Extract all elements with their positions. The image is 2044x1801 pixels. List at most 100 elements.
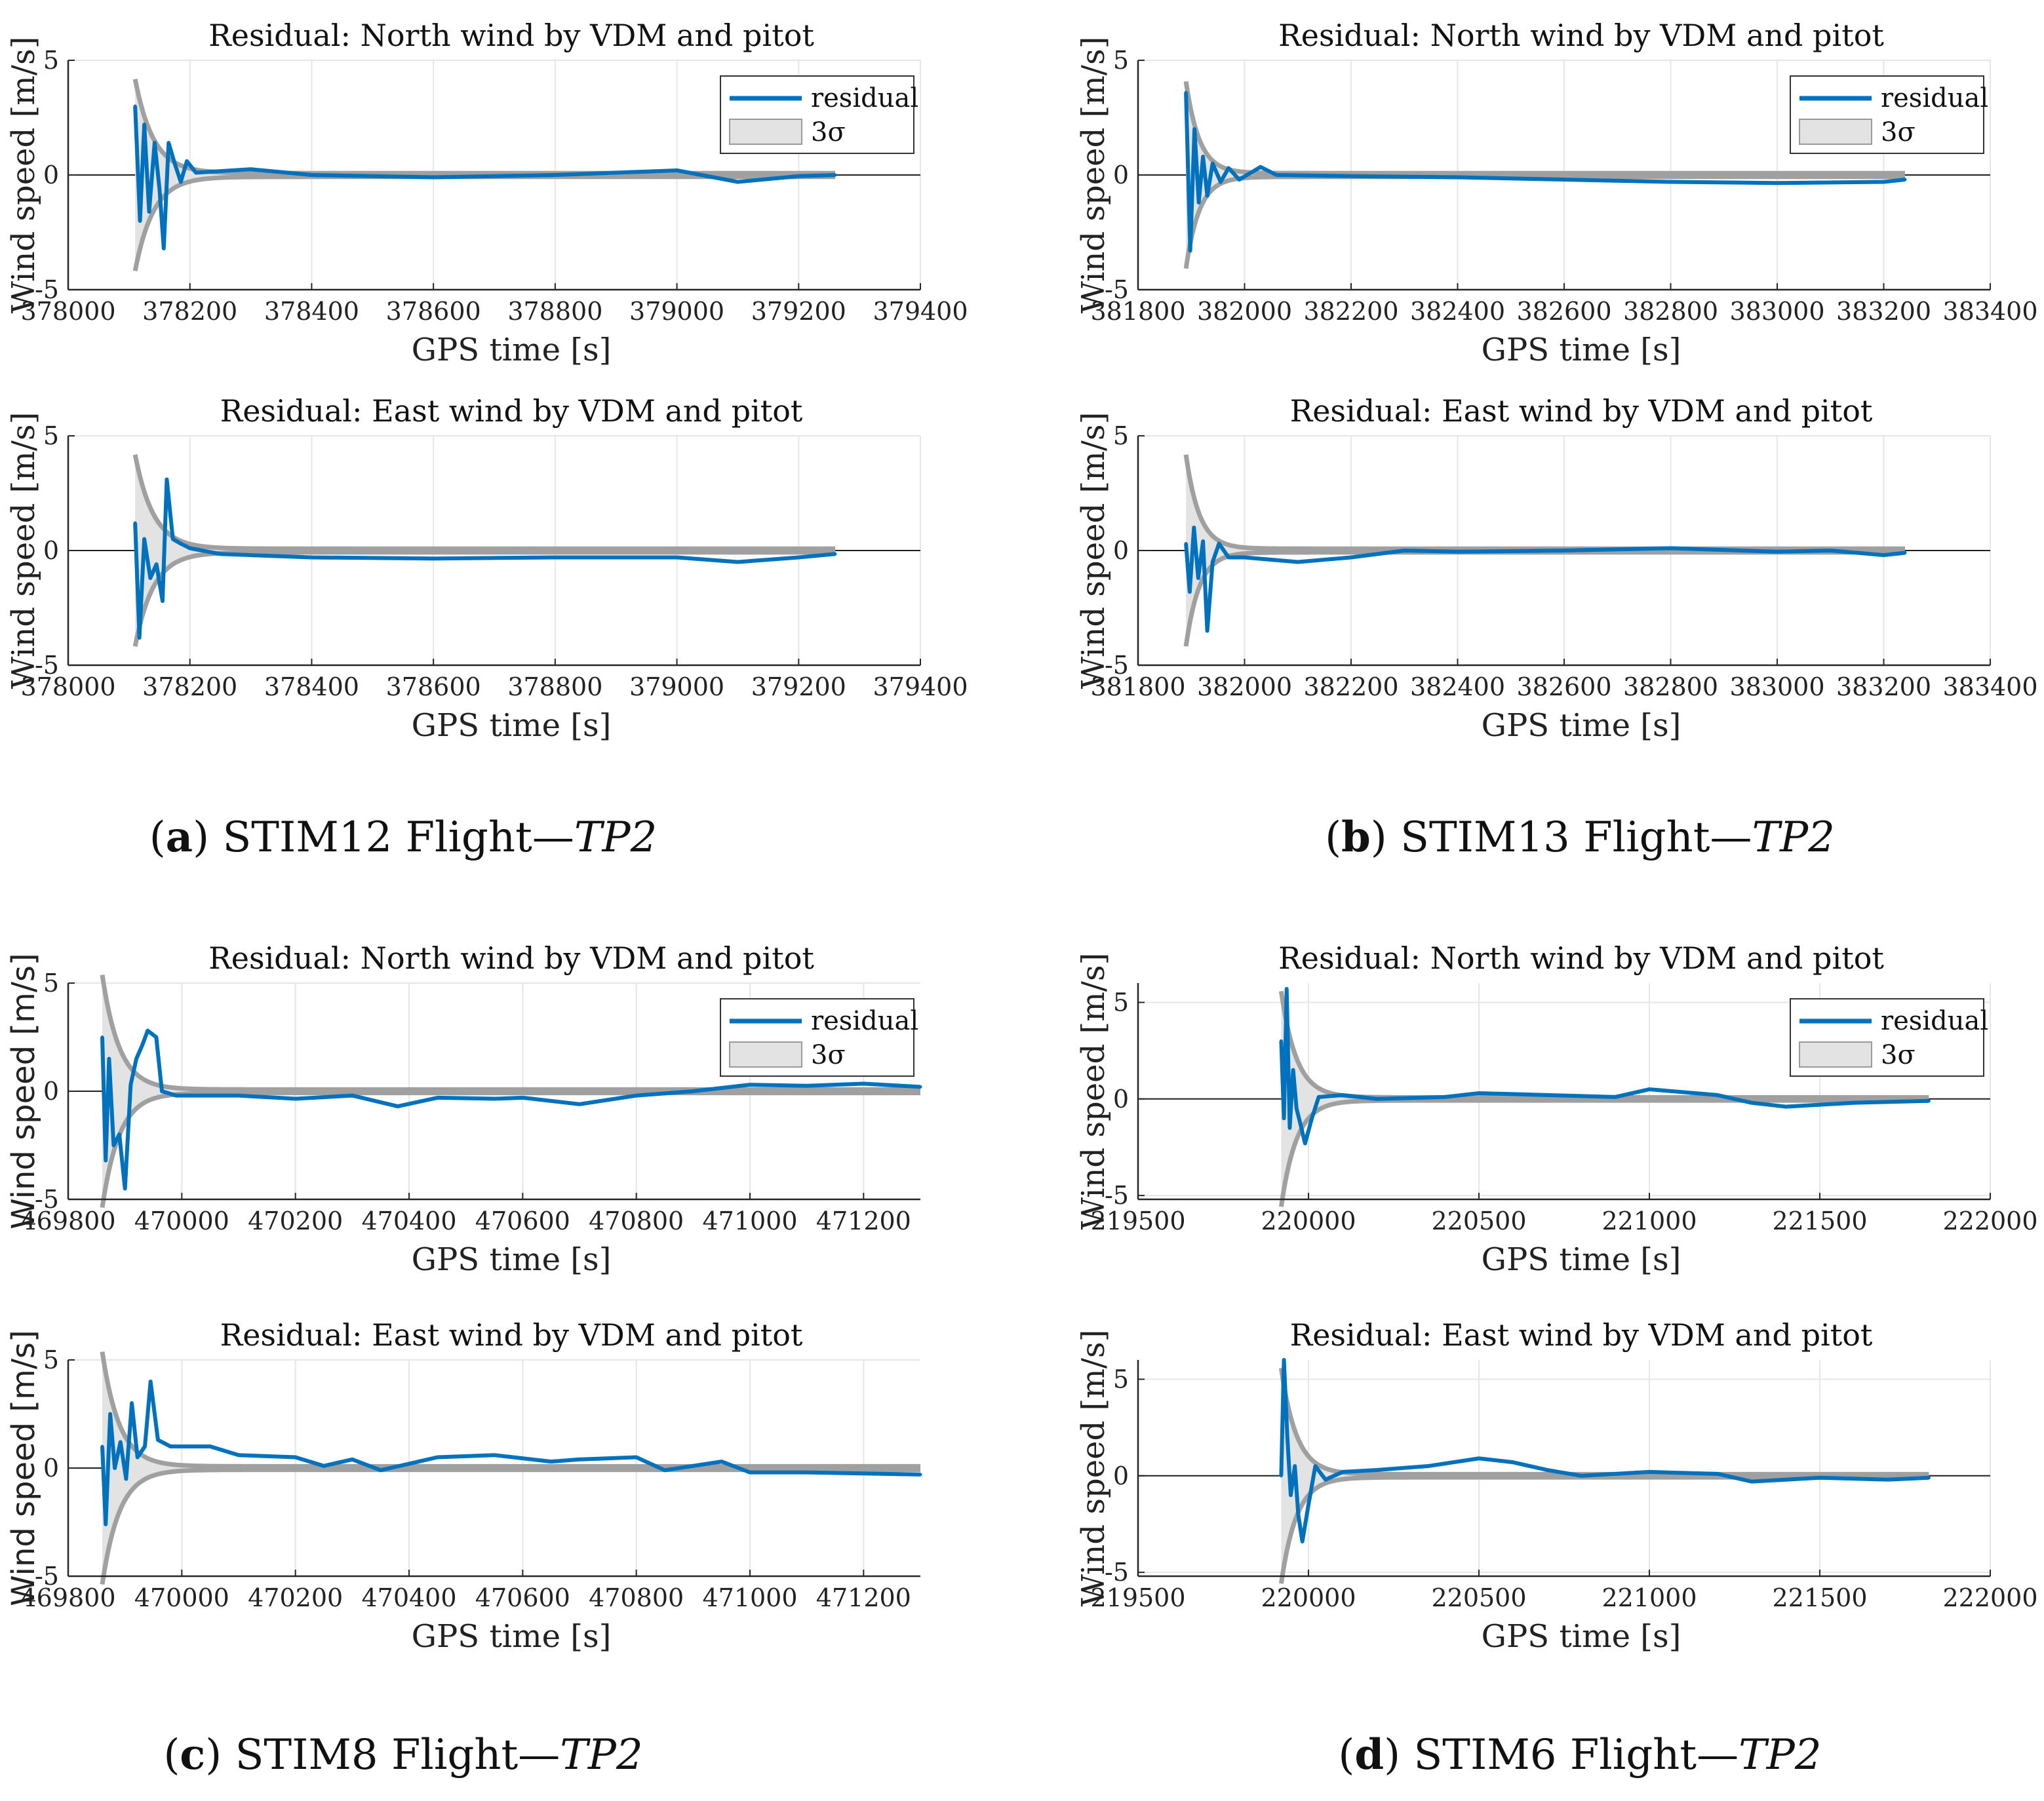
residual-point [1545, 1468, 1549, 1472]
x-tick-label: 378600 [386, 297, 481, 326]
residual-point [1341, 1470, 1345, 1474]
residual-point [1189, 249, 1192, 252]
x-tick-label: 221000 [1602, 1207, 1697, 1235]
x-tick-label: 219500 [1090, 1207, 1185, 1235]
x-tick-label: 221000 [1602, 1583, 1697, 1612]
caption-suffix: TP2 [574, 813, 658, 862]
residual-point [1285, 987, 1289, 991]
y-tick-label: 0 [43, 536, 59, 565]
sigma-lower-line [100, 1467, 920, 1585]
residual-point [549, 1460, 553, 1463]
residual-point [720, 1460, 724, 1463]
y-tick-label: 0 [1113, 161, 1129, 189]
residual-point [1227, 556, 1230, 559]
x-tick-label: 379400 [873, 297, 968, 326]
residual-point [1291, 1068, 1295, 1072]
residual-point [174, 1094, 178, 1098]
caption-suffix: TP2 [1739, 1731, 1822, 1779]
x-axis-label: GPS time [s] [412, 332, 612, 368]
x-tick-label: 382800 [1623, 297, 1718, 326]
residual-point [833, 552, 837, 556]
residual-point [1196, 576, 1200, 580]
residual-point [160, 1089, 164, 1093]
residual-point [748, 1471, 752, 1475]
residual-point [1274, 173, 1278, 177]
residual-point [691, 1089, 695, 1093]
residual-point [165, 478, 168, 481]
residual-point [194, 171, 198, 174]
y-axis-label: Wind speed [m/s] [1075, 412, 1112, 689]
chart-title: Residual: East wind by VDM and pitot [1290, 1317, 1873, 1353]
residual-point [1317, 1095, 1321, 1099]
chart-title: Residual: North wind by VDM and pitot [1278, 18, 1884, 53]
y-tick-label: 5 [1113, 46, 1129, 75]
residual-point [309, 173, 313, 177]
legend-sigma-label: 3σ [811, 1040, 846, 1070]
residual-point [1349, 174, 1353, 178]
sigma-lower-line [1183, 174, 1905, 269]
residual-point [1886, 1478, 1890, 1482]
residual-point [208, 1444, 212, 1448]
residual-point [1279, 1039, 1283, 1043]
x-tick-label: 220000 [1261, 1207, 1356, 1235]
y-tick-label: 0 [1113, 536, 1129, 565]
x-tick-label: 470600 [475, 1583, 570, 1612]
x-axis-label: GPS time [s] [412, 1618, 612, 1655]
x-tick-label: 470400 [361, 1207, 456, 1235]
residual-point [1716, 1472, 1720, 1476]
x-tick-label: 378800 [507, 297, 602, 326]
residual-point [1184, 90, 1188, 94]
y-tick-label: -5 [1105, 275, 1129, 304]
residual-point [1927, 1476, 1931, 1480]
caption-label: d [1354, 1730, 1385, 1779]
residual-point [1188, 590, 1192, 594]
residual-point [1287, 1126, 1291, 1130]
x-tick-label: 383400 [1942, 672, 2037, 701]
chart-b-north: 381800 382000 382200 382400 382600 382800 3830… [1075, 18, 2038, 368]
residual-point [736, 560, 739, 564]
x-tick-label: 383200 [1836, 672, 1931, 701]
y-tick-label: 5 [43, 1346, 59, 1374]
sigma-upper-line [1183, 454, 1905, 551]
residual-point [1882, 180, 1885, 184]
residual-point [167, 141, 170, 145]
residual-point [1259, 165, 1263, 169]
residual-point [1201, 539, 1205, 543]
chart-a-north: 378000 378200 378400 378600 378800 379000 3792… [5, 18, 968, 368]
residual-point [805, 1471, 809, 1475]
residual-point [148, 576, 152, 580]
residual-point [1295, 1107, 1299, 1111]
y-axis-label: Wind speed [m/s] [5, 412, 42, 689]
caption-name: STIM6 Flight— [1413, 1731, 1739, 1779]
residual-point [435, 1456, 439, 1459]
residual-point [171, 537, 175, 541]
residual-point [796, 556, 800, 559]
x-tick-label: 469800 [20, 1583, 115, 1612]
residual-point [675, 168, 679, 172]
x-axis-label: GPS time [s] [1482, 1618, 1681, 1655]
x-axis-label: GPS time [s] [412, 707, 612, 744]
y-axis-label: Wind speed [m/s] [1075, 37, 1112, 314]
x-tick-label: 383200 [1836, 297, 1931, 326]
residual-point [1192, 127, 1196, 131]
x-tick-label: 382200 [1303, 297, 1398, 326]
caption-name: STIM8 Flight— [235, 1731, 560, 1779]
residual-point [1784, 1105, 1788, 1109]
caption-suffix: TP2 [1752, 813, 1835, 862]
x-tick-label: 379000 [629, 297, 724, 326]
y-axis-label: Wind speed [m/s] [1075, 953, 1112, 1230]
residual-point [134, 1057, 138, 1060]
residual-point [521, 1096, 524, 1100]
sigma-lower-line [1183, 550, 1905, 647]
residual-point [1669, 547, 1672, 550]
residual-point [294, 1097, 298, 1101]
residual-line [1279, 1358, 1929, 1543]
x-axis-label: GPS time [s] [1482, 332, 1681, 368]
legend-sigma-swatch [1799, 1041, 1872, 1068]
residual-point [322, 1464, 326, 1468]
sigma-lower-line [132, 174, 835, 272]
residual-point [1882, 553, 1885, 557]
residual-point [918, 1085, 922, 1089]
residual-point [294, 1456, 298, 1459]
